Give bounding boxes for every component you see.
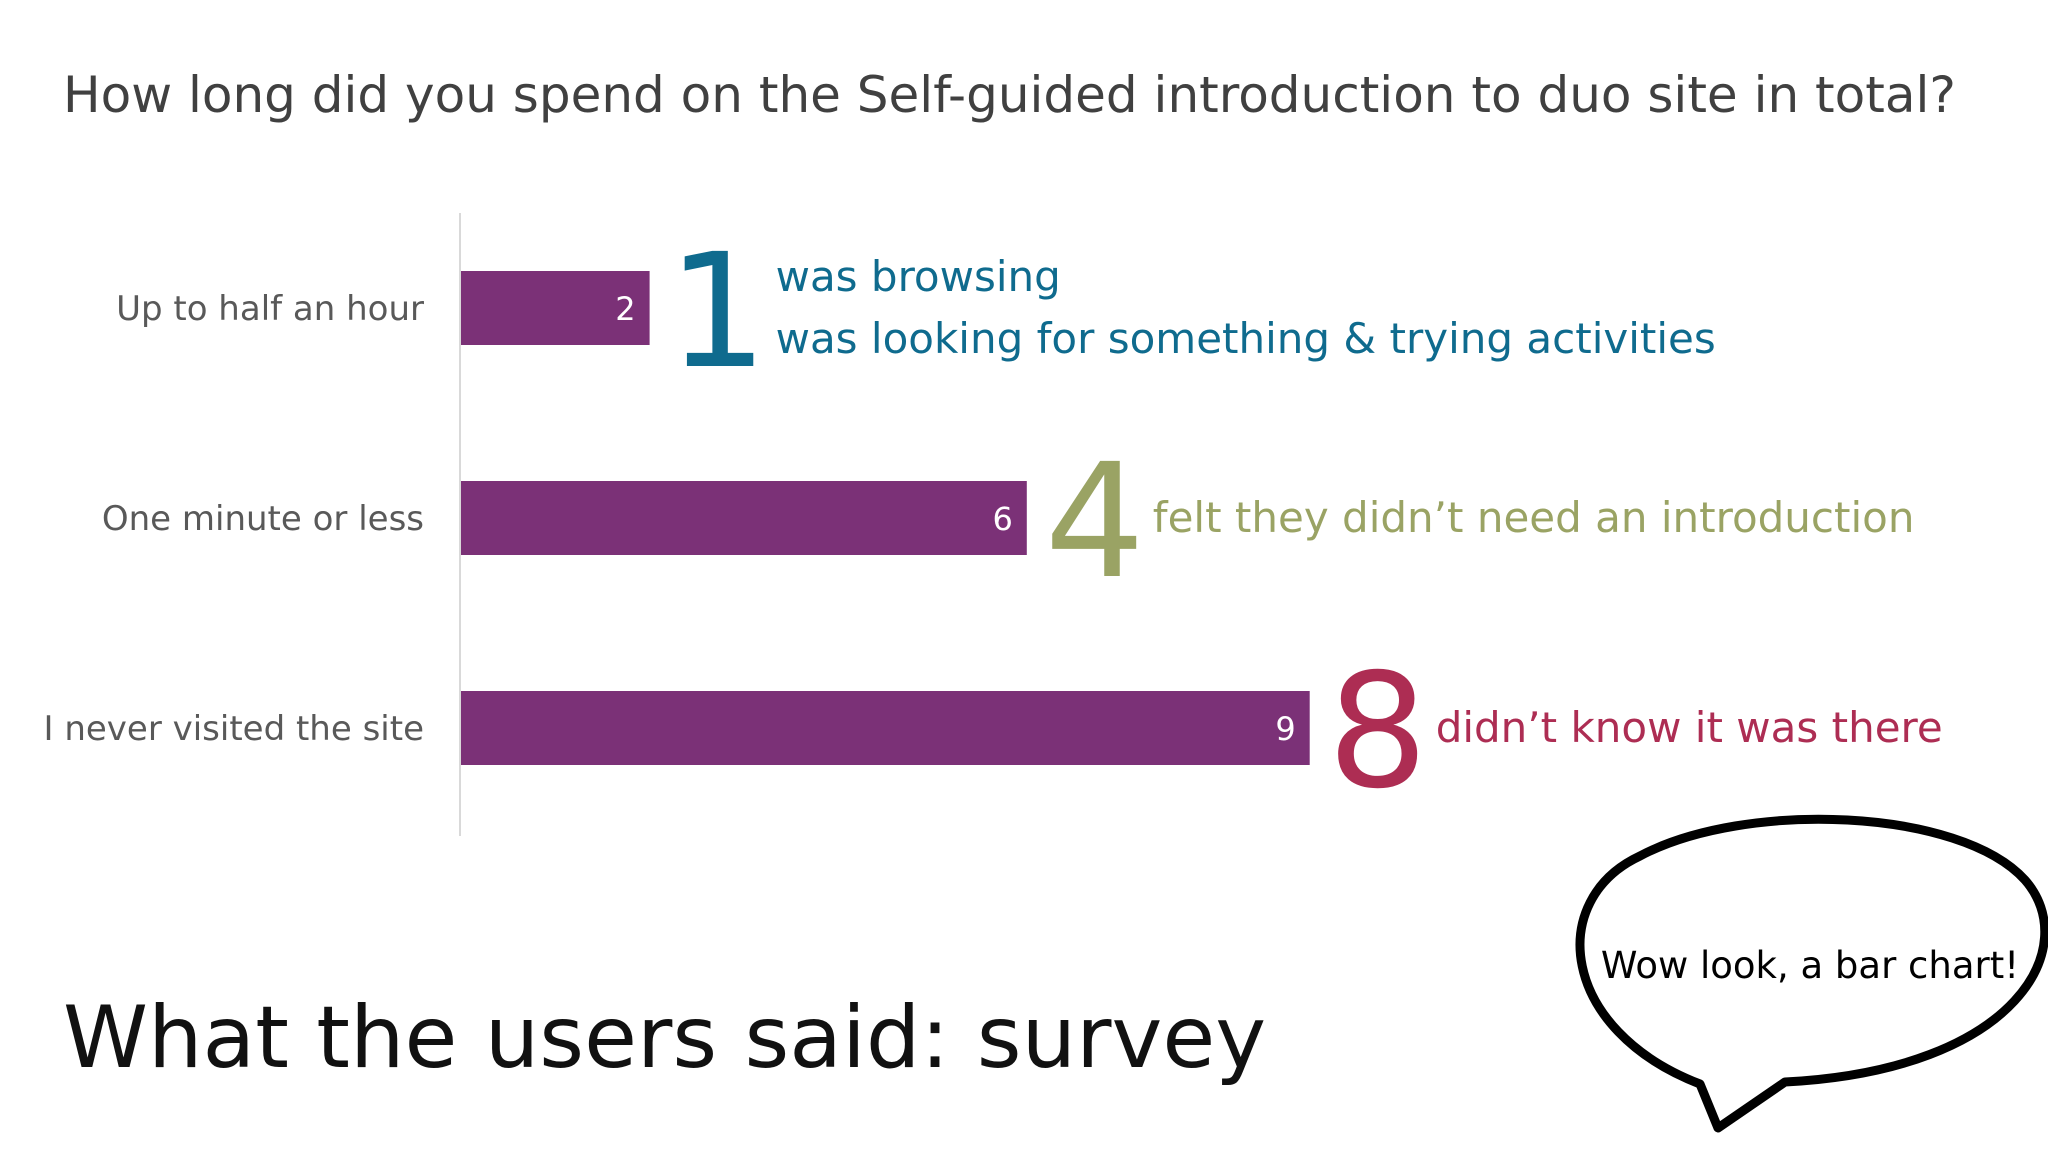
bar	[461, 691, 1310, 765]
data-label: 9	[1275, 710, 1295, 748]
speech-bubble-text: Wow look, a bar chart!	[1600, 944, 2020, 987]
callout-number: 4	[1045, 430, 1146, 614]
callout-text: was browsing	[776, 252, 1061, 301]
slide-title: What the users said: survey	[63, 988, 1267, 1088]
callout-number: 1	[667, 220, 768, 404]
callout-text: felt they didn’t need an introduction	[1153, 493, 1915, 542]
bar	[461, 481, 1027, 555]
callout-number: 8	[1327, 640, 1428, 824]
category-label: Up to half an hour	[116, 289, 424, 329]
category-label: I never visited the site	[43, 709, 424, 749]
bar	[461, 271, 650, 345]
callout-text: didn’t know it was there	[1436, 703, 1943, 752]
data-label: 2	[615, 290, 635, 328]
callout-text: was looking for something & trying activ…	[776, 314, 1716, 363]
category-label: One minute or less	[102, 499, 424, 539]
speech-bubble-shape	[1575, 814, 2048, 1133]
data-label: 6	[992, 500, 1012, 538]
chart-question-title: How long did you spend on the Self-guide…	[63, 66, 1956, 124]
